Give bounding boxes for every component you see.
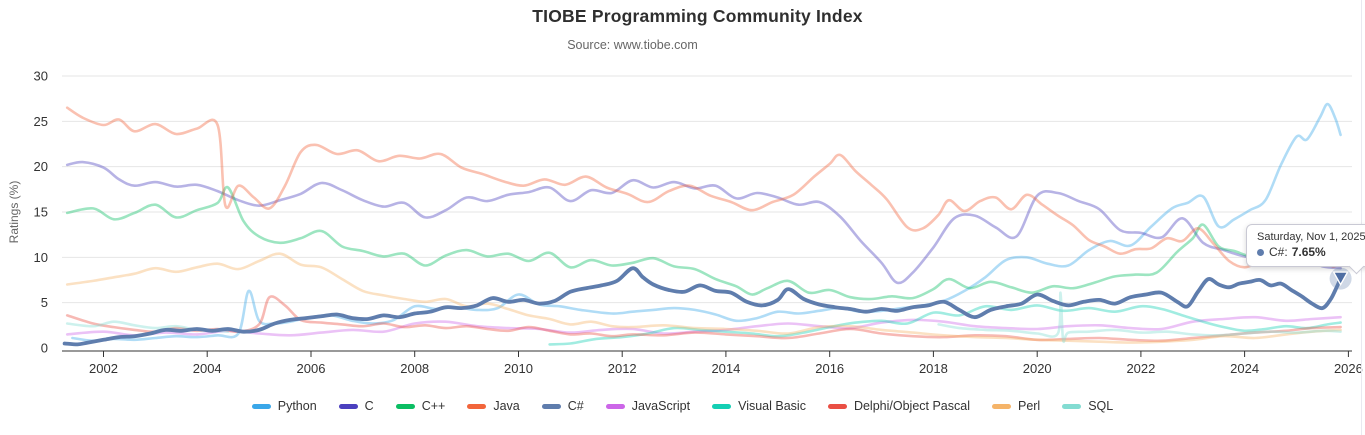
series-line-python[interactable] (71, 102, 1342, 343)
legend-swatch-icon (1062, 403, 1082, 409)
series-line-perl[interactable] (65, 252, 1342, 344)
y-tick-0: 0 (41, 341, 48, 356)
x-tick-2010: 2010 (504, 361, 533, 376)
x-tick-2018: 2018 (919, 361, 948, 376)
x-tick-2004: 2004 (193, 361, 222, 376)
tooltip-series-row: C#: 7.65% (1257, 245, 1365, 259)
series-dot-icon (1257, 248, 1264, 256)
legend-swatch-icon (338, 403, 358, 409)
legend-swatch-icon (395, 403, 415, 409)
tooltip-date: Saturday, Nov 1, 2025 (1257, 231, 1365, 243)
x-tick-2024: 2024 (1230, 361, 1259, 376)
x-tick-2014: 2014 (711, 361, 740, 376)
legend-label: JavaScript (631, 399, 691, 413)
y-tick-25: 25 (34, 114, 48, 129)
y-tick-20: 20 (34, 159, 48, 174)
legend-item-visual-basic[interactable]: Visual Basic (712, 399, 806, 413)
series-line-c[interactable] (65, 160, 1342, 285)
x-tick-2022: 2022 (1126, 361, 1155, 376)
series-line-java[interactable] (65, 106, 1342, 269)
series-line-visual-basic[interactable] (548, 304, 1342, 346)
x-tick-2006: 2006 (297, 361, 326, 376)
legend-swatch-icon (467, 403, 487, 409)
legend-label: C++ (421, 399, 446, 413)
legend-item-perl[interactable]: Perl (991, 399, 1041, 413)
y-tick-5: 5 (41, 295, 48, 310)
x-tick-2026: 2026 (1334, 361, 1363, 376)
legend-label: Python (277, 399, 317, 413)
legend-label: Delphi/Object Pascal (853, 399, 970, 413)
series-line-c[interactable] (65, 185, 1342, 301)
tooltip: Saturday, Nov 1, 2025 C#: 7.65% (1246, 224, 1365, 275)
legend-item-c[interactable]: C (338, 399, 374, 413)
series-line-sql[interactable] (937, 291, 1342, 343)
series-line-javascript[interactable] (65, 315, 1342, 337)
legend-label: Visual Basic (738, 399, 806, 413)
chart-title: TIOBE Programming Community Index (532, 6, 863, 26)
legend-label: C# (567, 399, 584, 413)
panel-edge (1361, 0, 1362, 435)
y-tick-10: 10 (34, 250, 48, 265)
legend-swatch-icon (991, 403, 1011, 409)
x-tick-2002: 2002 (89, 361, 118, 376)
legend-swatch-icon (541, 403, 561, 409)
legend-swatch-icon (251, 403, 271, 409)
legend-label: C (364, 399, 374, 413)
last-point-marker-icon[interactable] (1332, 271, 1349, 287)
legend-item-java[interactable]: Java (467, 399, 520, 413)
x-tick-2016: 2016 (815, 361, 844, 376)
tooltip-value: 7.65% (1291, 245, 1326, 259)
x-tick-2012: 2012 (608, 361, 637, 376)
legend-label: Java (493, 399, 520, 413)
legend-swatch-icon (712, 403, 732, 409)
legend-item-c[interactable]: C++ (395, 399, 446, 413)
legend-item-python[interactable]: Python (251, 399, 317, 413)
legend-swatch-icon (605, 403, 625, 409)
legend-item-javascript[interactable]: JavaScript (605, 399, 691, 413)
y-tick-30: 30 (34, 69, 48, 84)
legend-label: SQL (1088, 399, 1114, 413)
series-line-c[interactable] (62, 266, 1343, 347)
y-tick-15: 15 (34, 205, 48, 220)
legend: Python C C++ Java C# JavaScript Visual Basic De… (0, 399, 1365, 413)
tooltip-series-label: C#: (1269, 245, 1288, 259)
legend-item-delphi-object-pascal[interactable]: Delphi/Object Pascal (827, 399, 970, 413)
legend-swatch-icon (827, 403, 847, 409)
legend-item-c[interactable]: C# (541, 399, 584, 413)
legend-item-sql[interactable]: SQL (1062, 399, 1113, 413)
x-tick-2008: 2008 (400, 361, 429, 376)
x-tick-2020: 2020 (1023, 361, 1052, 376)
legend-label: Perl (1017, 399, 1041, 413)
chart-subtitle: Source: www.tiobe.com (567, 38, 698, 52)
